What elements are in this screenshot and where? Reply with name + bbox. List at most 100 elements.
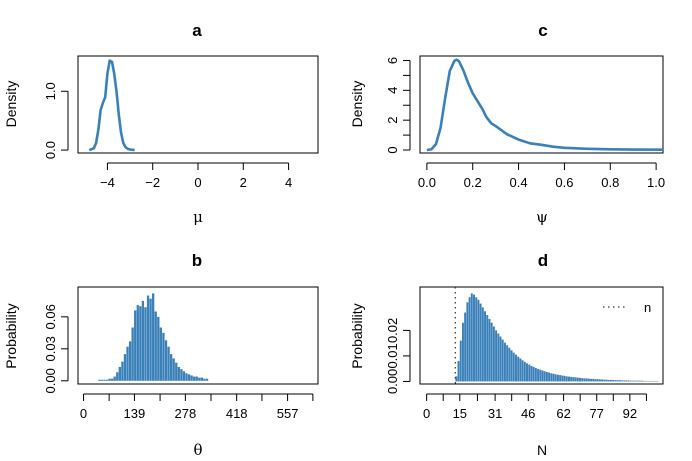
y-tick-label: 0.06 — [43, 304, 58, 329]
x-tick-label: 0.2 — [464, 175, 482, 190]
histogram-bar — [656, 380, 659, 382]
histogram-bar — [587, 378, 590, 382]
histogram-bar — [490, 322, 493, 382]
y-axis-label: Density — [3, 81, 19, 128]
histogram-bar — [499, 336, 502, 382]
histogram-bar — [457, 361, 460, 382]
histogram-bar — [455, 376, 458, 382]
histogram-bar — [537, 368, 540, 382]
histogram-bar — [530, 365, 533, 382]
x-tick-label: 557 — [277, 406, 299, 421]
histogram-bar — [632, 380, 635, 382]
histogram-bar — [574, 377, 577, 382]
legend-label: n — [644, 300, 651, 315]
panel-d: d Probability N n 0.000.010.02 0 15 31 46 62 77… — [349, 251, 664, 458]
y-tick-label: 6 — [385, 57, 400, 64]
x-axis-label: N — [537, 442, 547, 458]
histogram-bar — [149, 298, 152, 381]
histogram-bar — [561, 375, 564, 382]
histogram-bar — [118, 366, 121, 381]
histogram-bar — [556, 374, 559, 382]
histogram-bar — [616, 380, 619, 382]
histogram-bar — [583, 378, 586, 382]
histogram-bar — [614, 380, 617, 382]
histogram-bar — [177, 366, 180, 381]
histogram-bar — [521, 360, 524, 382]
histogram-bar — [528, 364, 531, 382]
histogram-bar — [638, 380, 641, 382]
y-axis-label: Probability — [3, 303, 19, 368]
histogram-bar — [466, 302, 469, 382]
histogram-bar — [203, 378, 206, 381]
histogram-bar — [131, 327, 134, 381]
y-tick-label: 0.0 — [43, 141, 58, 159]
histogram-bar — [649, 380, 652, 382]
histogram-bar — [552, 373, 555, 382]
y-axis-label: Probability — [349, 303, 365, 368]
histogram-bar — [526, 363, 528, 382]
histogram-bar — [195, 376, 198, 381]
x-tick-label: 0.0 — [418, 175, 436, 190]
histogram-bar — [459, 340, 462, 382]
histogram-bar — [479, 303, 482, 382]
histogram-bar — [510, 350, 513, 382]
histogram-bar — [596, 379, 599, 382]
histogram-bar — [492, 326, 495, 382]
histogram-bar — [576, 377, 579, 382]
x-tick-label: 0 — [80, 406, 87, 421]
histogram-bar — [598, 379, 601, 382]
histogram-bar — [512, 352, 515, 382]
histogram-bar — [503, 342, 506, 382]
y-tick-label: 2 — [385, 117, 400, 124]
histogram-bar — [579, 377, 582, 382]
histogram-bar — [141, 300, 145, 381]
histogram-bar — [523, 361, 526, 382]
density-curve — [426, 58, 664, 152]
y-tick-label: 0.00 — [385, 369, 400, 394]
histogram-bar — [172, 358, 175, 381]
histogram-bar — [497, 333, 500, 382]
histogram-bar — [152, 293, 155, 381]
x-tick-label: 2 — [240, 175, 247, 190]
histogram-bar — [464, 312, 467, 382]
histogram-bar — [128, 341, 132, 381]
histogram-bar — [545, 372, 548, 382]
histogram-bar — [486, 315, 489, 382]
plot-frame — [419, 286, 664, 385]
histogram-bar — [514, 354, 517, 382]
histogram-bar — [103, 379, 106, 381]
histogram-bar — [182, 371, 186, 381]
panel-b: b Probability θ 0.00 0.03 0.06 0 139 278 418 55… — [3, 251, 319, 459]
histogram-bar — [169, 354, 173, 381]
histogram-bar — [581, 378, 584, 382]
panel-c: c Density ψ 0 2 4 6 0.0 0.2 0.4 0.6 0.8 1.0 — [349, 21, 665, 226]
histogram-bar — [461, 322, 464, 382]
x-tick-label: 278 — [175, 406, 197, 421]
histogram-bar — [205, 378, 209, 381]
histogram-bar — [634, 380, 637, 382]
histogram-bar — [563, 375, 566, 382]
x-tick-label: 0 — [423, 406, 430, 421]
histogram-bar — [625, 380, 628, 382]
histogram-bar — [550, 373, 553, 382]
histogram-bar — [146, 295, 150, 381]
histogram-bar — [565, 376, 568, 382]
x-tick-label: 77 — [589, 406, 603, 421]
histogram-bar — [651, 380, 654, 382]
histogram-bar — [627, 380, 630, 382]
histogram-bar — [139, 306, 142, 381]
x-axis-label: μ — [193, 208, 203, 226]
histogram-bar — [618, 380, 621, 382]
histogram-bar — [590, 378, 593, 382]
x-tick-label: 0.6 — [555, 175, 573, 190]
histogram-bar — [495, 330, 498, 382]
histogram-bar — [570, 376, 573, 382]
histogram-bar — [185, 373, 188, 381]
histogram-bar — [534, 367, 537, 382]
histogram-bar — [144, 307, 147, 381]
histogram-bar — [175, 362, 178, 381]
histogram-bar — [200, 377, 204, 381]
histogram-bar — [110, 378, 114, 381]
histogram-bar — [592, 378, 595, 382]
x-tick-label: 92 — [623, 406, 637, 421]
